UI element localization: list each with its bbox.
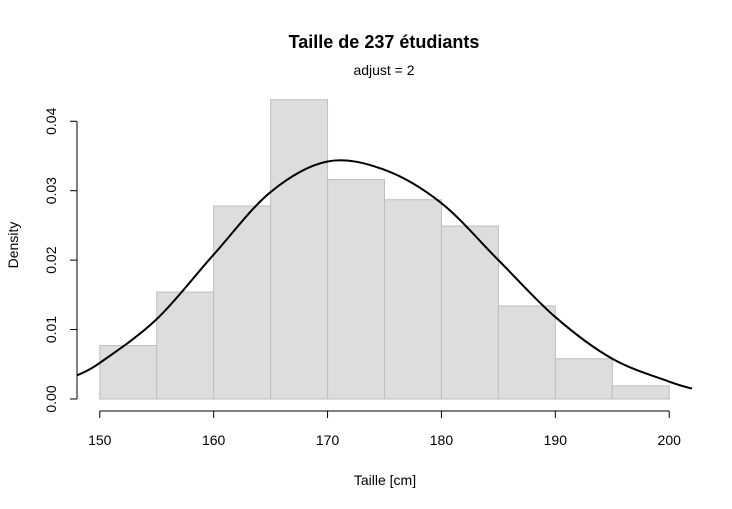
y-axis-label: Density <box>5 222 21 269</box>
histogram-bars <box>99 99 670 400</box>
histogram-bar-2 <box>213 205 272 400</box>
x-axis: 150 160 170 180 190 200 <box>88 410 682 448</box>
histogram-bar-5 <box>384 199 442 400</box>
x-tick-label: 160 <box>202 432 226 448</box>
histogram-bar-9 <box>611 385 670 400</box>
chart-subtitle: adjust = 2 <box>353 62 414 78</box>
histogram-bar-8 <box>554 358 613 400</box>
x-tick-label: 180 <box>430 432 454 448</box>
x-tick-label: 200 <box>658 432 682 448</box>
y-tick-label: 0.01 <box>43 316 59 343</box>
histogram-bar-4 <box>327 179 385 400</box>
density-curve <box>76 159 693 390</box>
histogram-bar-3 <box>270 99 329 400</box>
x-tick-label: 190 <box>544 432 568 448</box>
chart-title: Taille de 237 étudiants <box>289 32 480 52</box>
x-tick-label: 150 <box>88 432 112 448</box>
y-axis: 0.00 0.01 0.02 0.03 0.04 <box>43 107 78 413</box>
histogram-bar-1 <box>156 291 215 400</box>
x-tick-label: 170 <box>316 432 340 448</box>
y-tick-label: 0.00 <box>43 385 59 412</box>
histogram-bar-6 <box>440 225 499 400</box>
x-axis-label: Taille [cm] <box>354 472 416 488</box>
y-tick-label: 0.03 <box>43 177 59 204</box>
y-tick-label: 0.04 <box>43 107 59 134</box>
histogram-bar-7 <box>497 305 556 400</box>
y-tick-label: 0.02 <box>43 246 59 273</box>
histogram-bar-0 <box>99 345 158 400</box>
